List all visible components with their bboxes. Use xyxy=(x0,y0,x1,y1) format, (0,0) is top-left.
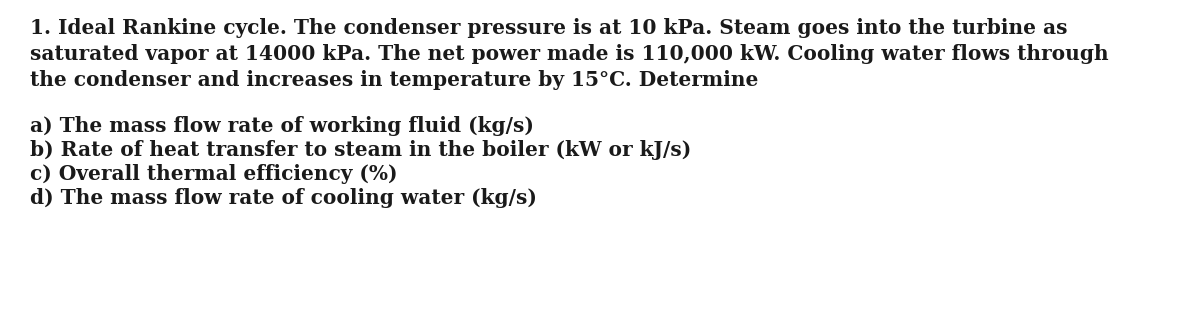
Text: saturated vapor at 14000 kPa. The net power made is 110,000 kW. Cooling water fl: saturated vapor at 14000 kPa. The net po… xyxy=(30,44,1109,64)
Text: b) Rate of heat transfer to steam in the boiler (kW or kJ/s): b) Rate of heat transfer to steam in the… xyxy=(30,140,691,160)
Text: a) The mass flow rate of working fluid (kg/s): a) The mass flow rate of working fluid (… xyxy=(30,116,534,136)
Text: c) Overall thermal efficiency (%): c) Overall thermal efficiency (%) xyxy=(30,164,397,184)
Text: the condenser and increases in temperature by 15°C. Determine: the condenser and increases in temperatu… xyxy=(30,70,758,90)
Text: d) The mass flow rate of cooling water (kg/s): d) The mass flow rate of cooling water (… xyxy=(30,188,536,208)
Text: 1. Ideal Rankine cycle. The condenser pressure is at 10 kPa. Steam goes into the: 1. Ideal Rankine cycle. The condenser pr… xyxy=(30,18,1068,38)
